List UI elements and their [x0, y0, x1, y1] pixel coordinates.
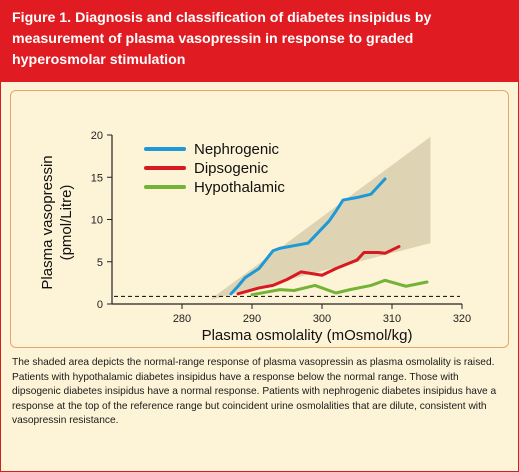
- legend-label-nephrogenic: Nephrogenic: [194, 141, 280, 158]
- figure-title: Figure 1. Diagnosis and classification o…: [12, 10, 432, 68]
- y-axis-label-line1: Plasma vasopressin: [39, 155, 56, 289]
- x-ticks: 280 290 300 310 320: [173, 304, 471, 325]
- x-tick-label: 290: [243, 313, 261, 325]
- series-line-hypothalamic: [250, 278, 429, 297]
- legend-label-dipsogenic: Dipsogenic: [194, 160, 269, 177]
- legend: Nephrogenic Dipsogenic Hypothalamic: [144, 141, 285, 196]
- y-tick-label: 5: [97, 257, 103, 269]
- vasopressin-chart: 280 290 300 310 320 0 5 10 15 20 Nephrogenic Dips…: [39, 130, 471, 344]
- legend-label-hypothalamic: Hypothalamic: [194, 179, 285, 196]
- y-tick-label: 0: [97, 299, 103, 311]
- y-axis-label-line2: (pmol/Litre): [58, 185, 75, 261]
- x-tick-label: 310: [383, 313, 401, 325]
- figure-caption: The shaded area depicts the normal-range…: [12, 357, 497, 427]
- figure-header: Figure 1. Diagnosis and classification o…: [0, 0, 519, 82]
- series-lines: [229, 177, 429, 297]
- series-line-nephrogenic: [229, 177, 387, 296]
- x-tick-label: 300: [313, 313, 331, 325]
- x-axis-label: Plasma osmolality (mOsmol/kg): [202, 327, 413, 344]
- x-tick-label: 320: [453, 313, 471, 325]
- series-line-dipsogenic: [236, 245, 401, 296]
- x-tick-label: 280: [173, 313, 191, 325]
- y-ticks: 0 5 10 15 20: [91, 130, 112, 311]
- y-tick-label: 15: [91, 172, 103, 184]
- y-tick-label: 10: [91, 215, 103, 227]
- y-tick-label: 20: [91, 130, 103, 142]
